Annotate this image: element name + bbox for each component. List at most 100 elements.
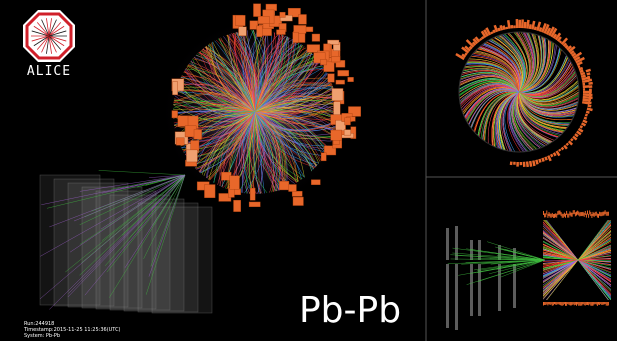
tower: [172, 82, 177, 95]
tower: [584, 118, 587, 119]
tower: [588, 83, 592, 84]
tower: [465, 53, 467, 54]
tower: [585, 302, 586, 306]
tower: [234, 200, 241, 211]
tower: [583, 212, 584, 216]
tower: [593, 302, 594, 306]
tower: [577, 302, 578, 304]
tower: [600, 302, 601, 304]
tower: [554, 153, 556, 156]
tower: [557, 151, 560, 156]
collision-label: Pb-Pb: [299, 290, 401, 331]
tower: [601, 212, 602, 216]
tower: [565, 214, 566, 218]
tower: [582, 123, 586, 125]
tower: [590, 212, 591, 216]
tower: [276, 30, 285, 35]
tower: [606, 302, 607, 306]
tower: [258, 16, 269, 24]
tower: [576, 302, 577, 306]
tower: [601, 302, 602, 305]
tower: [581, 73, 585, 74]
tower: [530, 24, 531, 29]
tower: [573, 137, 577, 140]
tower: [552, 302, 553, 306]
tower: [236, 15, 246, 25]
tower: [606, 212, 607, 216]
tower: [598, 214, 599, 218]
tower: [556, 214, 557, 218]
tower: [553, 214, 554, 218]
tower: [535, 27, 536, 30]
tower: [551, 214, 552, 218]
tower: [239, 27, 247, 36]
tower: [311, 180, 320, 185]
tower: [331, 130, 342, 140]
tower: [551, 302, 552, 304]
tower: [344, 130, 351, 136]
tower: [577, 132, 581, 135]
tower: [588, 214, 589, 218]
tower: [556, 302, 557, 305]
tower: [588, 80, 592, 81]
muon-plane: [478, 240, 481, 260]
tower: [586, 70, 591, 71]
tower: [582, 212, 583, 216]
tower: [587, 302, 588, 305]
tower: [560, 302, 561, 305]
tower: [579, 212, 580, 216]
tower: [589, 210, 590, 214]
tower: [194, 129, 202, 139]
tower: [562, 214, 563, 218]
tower: [557, 211, 558, 215]
tower: [571, 302, 572, 306]
tower: [566, 211, 567, 215]
tower: [583, 121, 587, 123]
tower: [588, 302, 589, 305]
tower: [530, 161, 531, 167]
tower: [557, 302, 558, 304]
tower: [576, 212, 577, 216]
tower: [585, 115, 587, 116]
tower: [545, 157, 546, 160]
tower: [280, 12, 286, 17]
tower: [191, 140, 199, 150]
tower: [546, 210, 547, 214]
tower: [569, 141, 572, 144]
tower: [554, 302, 555, 304]
tower: [551, 154, 552, 157]
tower: [562, 147, 564, 149]
tower: [607, 212, 608, 216]
tower: [586, 112, 589, 113]
tower: [564, 43, 567, 46]
tower: [596, 302, 597, 305]
tower: [596, 212, 597, 216]
tower: [543, 211, 544, 215]
tower: [345, 118, 351, 125]
tower: [573, 302, 574, 304]
tower: [575, 212, 576, 216]
tower: [582, 81, 589, 82]
tower: [558, 211, 559, 215]
tower: [560, 41, 561, 43]
tower: [499, 28, 500, 31]
tower: [583, 302, 584, 304]
tower: [586, 302, 587, 305]
tower: [555, 302, 556, 305]
tower: [334, 102, 341, 115]
tower: [578, 302, 579, 306]
tower: [292, 191, 302, 196]
tower: [176, 138, 184, 146]
tower: [593, 212, 594, 216]
tower: [250, 188, 255, 200]
tower: [571, 139, 573, 141]
tower: [332, 88, 343, 100]
tower: [558, 302, 559, 304]
tower: [563, 214, 564, 218]
tower: [553, 302, 554, 305]
tower: [595, 212, 596, 216]
tower: [562, 302, 563, 306]
tower: [545, 302, 546, 305]
tower: [575, 134, 578, 136]
tower: [249, 202, 260, 207]
